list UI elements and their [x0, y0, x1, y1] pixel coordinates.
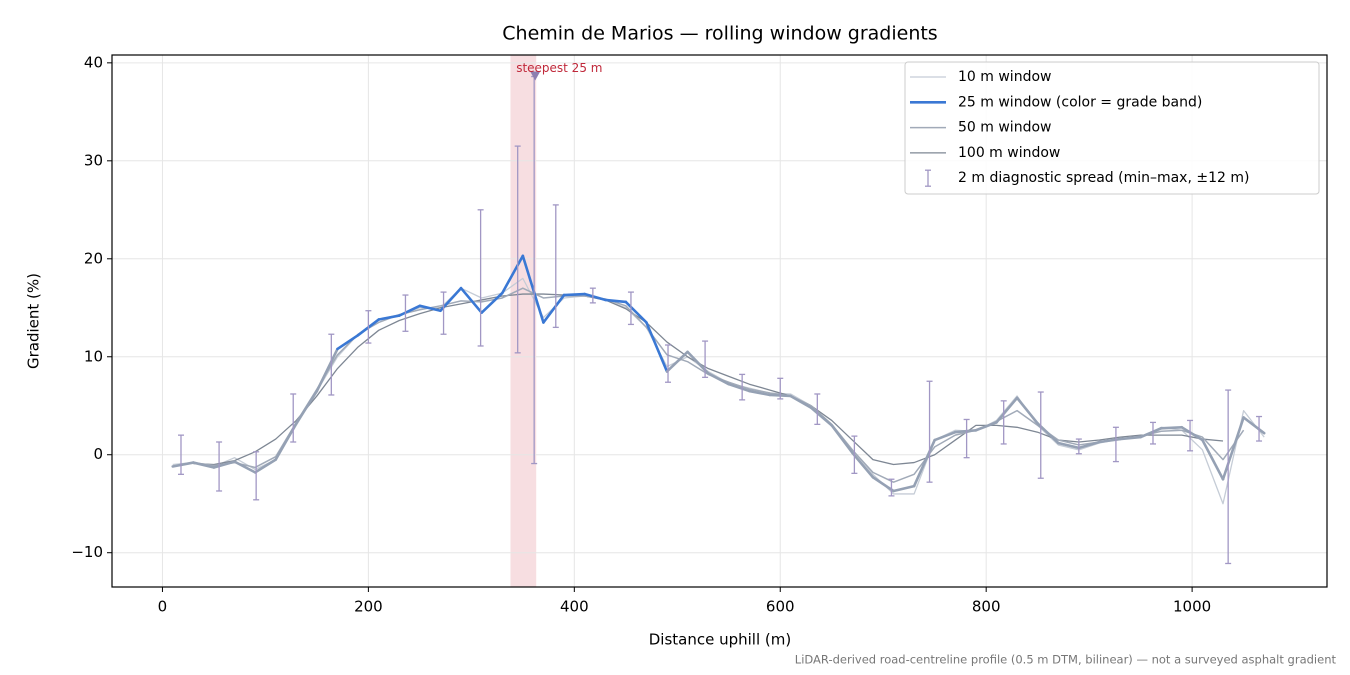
line-segment: [892, 484, 916, 493]
x-tick-label: 600: [766, 598, 795, 616]
line-segment: [706, 372, 731, 386]
line-segment: [397, 304, 422, 317]
line-segment: [1242, 416, 1266, 435]
x-tick-label: 200: [354, 598, 383, 616]
line-segment: [624, 300, 648, 324]
line-segment: [830, 424, 854, 455]
chart-title: Chemin de Marios — rolling window gradie…: [502, 23, 937, 45]
line-segment: [1056, 441, 1081, 450]
y-tick-label: 10: [84, 347, 103, 365]
line-segment: [1201, 438, 1225, 481]
legend-label: 10 m window: [958, 69, 1051, 85]
line-segment: [336, 333, 360, 351]
y-tick-label: 20: [84, 249, 103, 267]
line-segment: [253, 458, 278, 474]
footnote: LiDAR-derived road-centreline profile (0…: [795, 653, 1337, 667]
y-axis-label: Gradient (%): [25, 273, 43, 369]
line-segment: [500, 254, 525, 295]
line-segment: [645, 321, 669, 373]
line: [193, 293, 1224, 466]
line-segment: [1118, 435, 1142, 441]
x-tick-label: 0: [158, 598, 168, 616]
line-segment: [1098, 437, 1122, 444]
x-axis-label: Distance uphill (m): [649, 631, 791, 649]
line-segment: [912, 438, 936, 488]
y-tick-label: −10: [71, 543, 103, 561]
line-segment: [233, 460, 257, 474]
y-tick-label: 40: [84, 53, 103, 71]
line-segment: [809, 406, 834, 427]
y-tick-label: 0: [93, 445, 103, 463]
line-segment: [974, 421, 998, 432]
legend: 10 m window 25 m window (color = grade ba…: [904, 61, 1320, 195]
legend-label: 25 m window (color = grade band): [958, 94, 1202, 110]
annotation-text: steepest 25 m: [516, 61, 602, 75]
legend-box: [904, 61, 1320, 195]
line-segment: [1221, 416, 1245, 481]
plot-frame: [111, 54, 1328, 588]
line-segment: [315, 347, 339, 393]
line-segment: [583, 292, 607, 302]
line-segment: [995, 396, 1019, 424]
x-tick-label: 800: [972, 598, 1001, 616]
line-segment: [1139, 426, 1163, 439]
line-segment: [1077, 440, 1101, 450]
line-segment: [480, 291, 504, 314]
line-segment: [212, 460, 236, 469]
legend-label: 100 m window: [958, 145, 1060, 161]
line-segment: [171, 461, 195, 468]
legend-label: 50 m window: [958, 120, 1051, 136]
line: [172, 277, 1265, 505]
line-segment: [562, 292, 586, 297]
line-segment: [603, 298, 628, 304]
line-segment: [1015, 396, 1039, 425]
line-segment: [542, 293, 566, 324]
line-segment: [665, 350, 689, 373]
line-segment: [192, 461, 216, 469]
line: [193, 287, 1245, 483]
legend-label: 2 m diagnostic spread (min–max, ±12 m): [958, 170, 1249, 186]
line-segment: [953, 428, 978, 434]
line-segment: [1159, 426, 1184, 430]
line-segment: [521, 254, 545, 324]
annotation-marker: [530, 71, 541, 81]
highlight-span: [510, 55, 537, 587]
line-segment: [871, 475, 895, 493]
y-tick-label: 30: [84, 151, 103, 169]
line-segment: [1180, 426, 1204, 442]
line-segment: [789, 394, 813, 410]
line-segment: [418, 304, 442, 313]
line-segment: [459, 286, 483, 314]
line-segment: [748, 389, 772, 397]
x-tick-label: 1000: [1173, 598, 1211, 616]
line-segment: [727, 382, 751, 393]
line-segment: [377, 314, 401, 321]
x-tick-label: 400: [560, 598, 589, 616]
line-segment: [295, 389, 319, 425]
line-segment: [933, 430, 957, 442]
line-segment: [851, 451, 875, 479]
